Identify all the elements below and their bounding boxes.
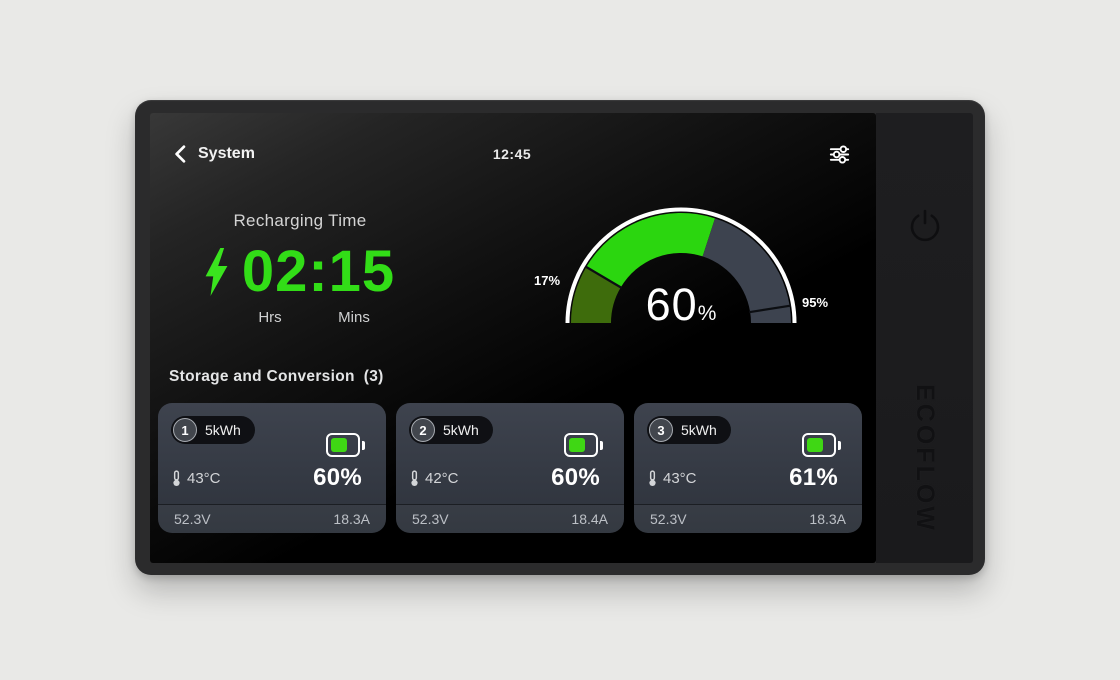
gauge-percent-unit: % bbox=[697, 302, 717, 325]
device-screen: 12:45 System bbox=[150, 113, 876, 563]
device-side-panel: ECOFLOW bbox=[876, 113, 973, 563]
battery-capacity-label: 5kWh bbox=[681, 422, 717, 438]
battery-index-badge: 2 bbox=[411, 418, 435, 442]
recharging-block: Recharging Time 02:15 Hrs Mins bbox=[180, 211, 420, 329]
battery-capacity-label: 5kWh bbox=[443, 422, 479, 438]
battery-card-2[interactable]: 2 5kWh 42°C 60% bbox=[396, 403, 624, 533]
battery-chip: 3 5kWh bbox=[647, 416, 731, 444]
battery-card-1[interactable]: 1 5kWh 43°C 60% bbox=[158, 403, 386, 533]
battery-card-3[interactable]: 3 5kWh 43°C 61% bbox=[634, 403, 862, 533]
battery-percent: 60% bbox=[313, 464, 362, 491]
battery-temp: 43°C bbox=[663, 469, 697, 487]
battery-icon bbox=[564, 433, 603, 457]
clock-time: 12:45 bbox=[492, 146, 532, 162]
gauge-low-marker-label: 17% bbox=[534, 273, 561, 288]
settings-button[interactable] bbox=[827, 142, 852, 167]
brand-logo: ECOFLOW bbox=[911, 383, 940, 533]
battery-voltage: 52.3V bbox=[412, 511, 449, 527]
minutes-label: Mins bbox=[338, 309, 370, 326]
power-icon bbox=[905, 205, 945, 245]
page-title: System bbox=[198, 145, 255, 162]
battery-icon bbox=[802, 433, 841, 457]
gauge-arc-svg bbox=[565, 207, 797, 324]
power-button[interactable] bbox=[905, 205, 945, 245]
battery-chip: 1 5kWh bbox=[171, 416, 255, 444]
battery-current: 18.3A bbox=[333, 511, 370, 527]
battery-index-badge: 1 bbox=[173, 418, 197, 442]
battery-capacity-label: 5kWh bbox=[205, 422, 241, 438]
chevron-left-icon bbox=[172, 145, 188, 163]
battery-card-footer: 52.3V 18.3A bbox=[634, 504, 862, 533]
thermometer-icon bbox=[409, 469, 420, 487]
top-bar: 12:45 System bbox=[172, 137, 852, 171]
sliders-icon bbox=[827, 142, 852, 167]
battery-current: 18.4A bbox=[571, 511, 608, 527]
battery-chip: 2 5kWh bbox=[409, 416, 493, 444]
gauge-center-value: 60% bbox=[556, 279, 806, 331]
section-header: Storage and Conversion (3) bbox=[169, 368, 384, 386]
gauge-percent-number: 60 bbox=[645, 279, 698, 330]
battery-card-list: 1 5kWh 43°C 60% bbox=[158, 403, 862, 533]
battery-percent: 60% bbox=[551, 464, 600, 491]
battery-current: 18.3A bbox=[809, 511, 846, 527]
battery-percent: 61% bbox=[789, 464, 838, 491]
charge-gauge: 60% 17% 95% bbox=[534, 199, 828, 331]
thermometer-icon bbox=[647, 469, 658, 487]
battery-voltage: 52.3V bbox=[174, 511, 211, 527]
recharging-title: Recharging Time bbox=[233, 211, 367, 230]
back-button[interactable]: System bbox=[172, 145, 255, 163]
battery-temp: 42°C bbox=[425, 469, 459, 487]
recharging-time-value: 02:15 bbox=[241, 239, 396, 304]
battery-index-badge: 3 bbox=[649, 418, 673, 442]
battery-voltage: 52.3V bbox=[650, 511, 687, 527]
battery-icon bbox=[326, 433, 365, 457]
battery-card-footer: 52.3V 18.3A bbox=[158, 504, 386, 533]
hours-label: Hrs bbox=[258, 309, 282, 326]
device-frame: 12:45 System bbox=[135, 100, 985, 575]
thermometer-icon bbox=[171, 469, 182, 487]
section-count: (3) bbox=[363, 368, 384, 385]
lightning-bolt-icon bbox=[205, 248, 228, 296]
section-title-text: Storage and Conversion bbox=[169, 368, 355, 385]
gauge-high-marker-label: 95% bbox=[802, 295, 829, 310]
battery-temp: 43°C bbox=[187, 469, 221, 487]
battery-card-footer: 52.3V 18.4A bbox=[396, 504, 624, 533]
